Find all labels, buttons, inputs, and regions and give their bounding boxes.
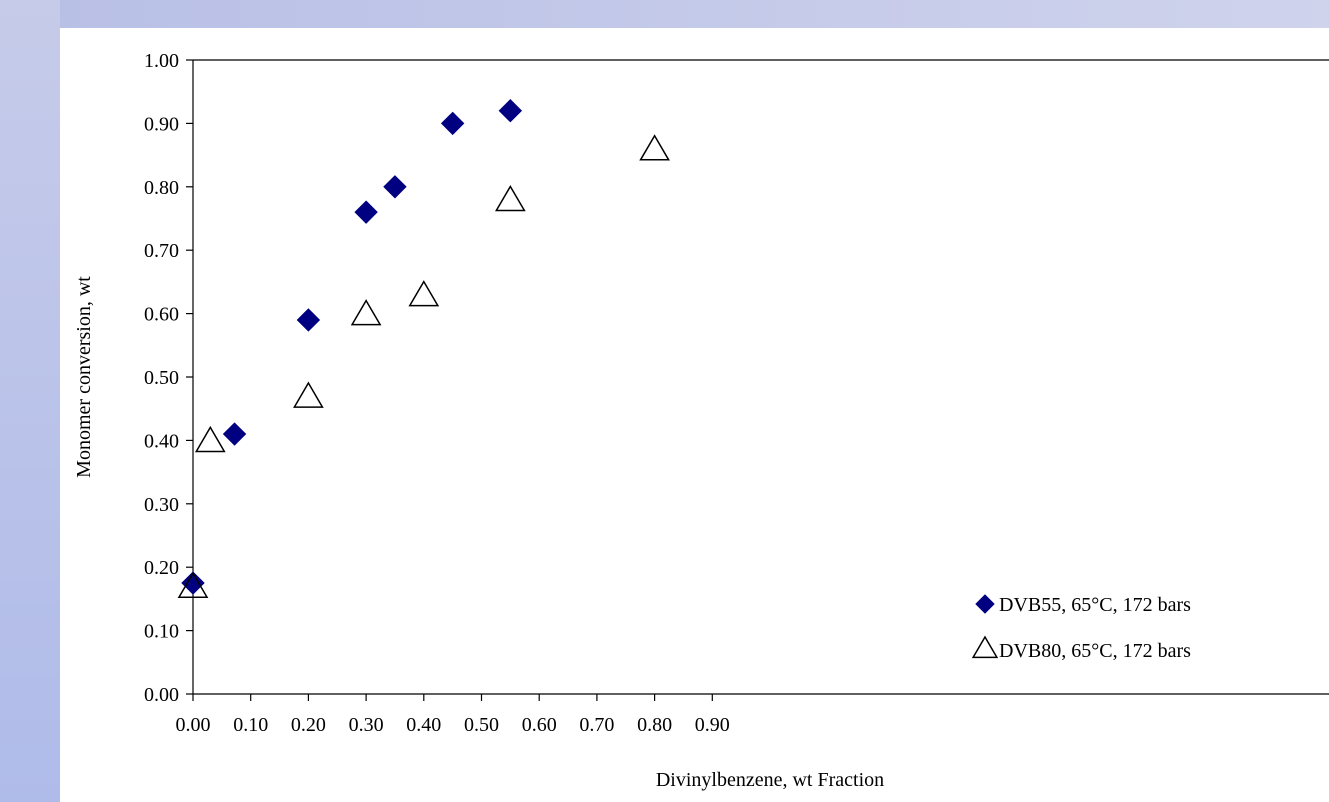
y-tick-label: 0.60 (144, 304, 179, 326)
y-axis-title: Monomer conversion, wt (73, 276, 95, 478)
series-2 (177, 134, 670, 599)
x-tick-label: 0.70 (579, 714, 614, 736)
data-point-diamond (498, 99, 523, 123)
data-point-diamond (222, 422, 247, 446)
x-tick-label: 0.40 (406, 714, 441, 736)
y-tick-label: 0.20 (144, 557, 179, 579)
x-axis-title: Divinylbenzene, wt Fraction (656, 769, 884, 791)
legend-triangle-icon (971, 635, 999, 659)
tick-labels: 0.00 0.10 0.20 0.30 0.40 0.50 0.60 0.70 0.80 0.90… (144, 50, 730, 736)
x-tick-label: 0.60 (522, 714, 557, 736)
y-tick-label: 0.40 (144, 430, 179, 452)
y-tick-label: 1.00 (144, 50, 179, 72)
data-point-diamond (440, 111, 465, 136)
legend: DVB55, 65°C, 172 bars DVB80, 65°C, 172 ba… (971, 594, 1191, 662)
y-tick-label: 0.90 (144, 113, 179, 135)
x-tick-label: 0.50 (464, 714, 499, 736)
data-point-diamond (181, 571, 205, 595)
data-point-triangle (639, 134, 670, 161)
y-tick-label: 0.80 (144, 177, 179, 199)
x-tick-label: 0.10 (233, 714, 268, 736)
legend-entry-label: DVB80, 65°C, 172 bars (999, 640, 1191, 662)
x-tick-label: 0.80 (637, 714, 672, 736)
x-tick-label: 0.90 (695, 714, 730, 736)
y-tick-label: 0.00 (144, 684, 179, 706)
data-points (177, 99, 670, 599)
legend-diamond-icon (975, 594, 995, 614)
y-tick-label: 0.30 (144, 494, 179, 516)
data-point-diamond (383, 175, 407, 199)
x-tick-label: 0.20 (291, 714, 326, 736)
y-tick-label: 0.70 (144, 240, 179, 262)
data-point-triangle (194, 425, 226, 453)
data-point-triangle (177, 571, 209, 599)
data-point-triangle (293, 381, 324, 408)
data-point-triangle (350, 299, 382, 326)
slide-top-band (0, 0, 1329, 28)
slide-left-band (0, 0, 60, 802)
series-1 (181, 99, 523, 595)
y-tick-label: 0.10 (144, 621, 179, 643)
chart-panel (60, 28, 1329, 802)
data-point-triangle (408, 280, 440, 307)
legend-entry-label: DVB55, 65°C, 172 bars (999, 594, 1191, 616)
x-tick-label: 0.00 (176, 714, 211, 736)
y-tick-label: 0.50 (144, 367, 179, 389)
data-point-diamond (354, 200, 378, 224)
data-point-diamond (296, 308, 321, 332)
data-point-triangle (495, 184, 526, 212)
x-tick-label: 0.30 (349, 714, 384, 736)
